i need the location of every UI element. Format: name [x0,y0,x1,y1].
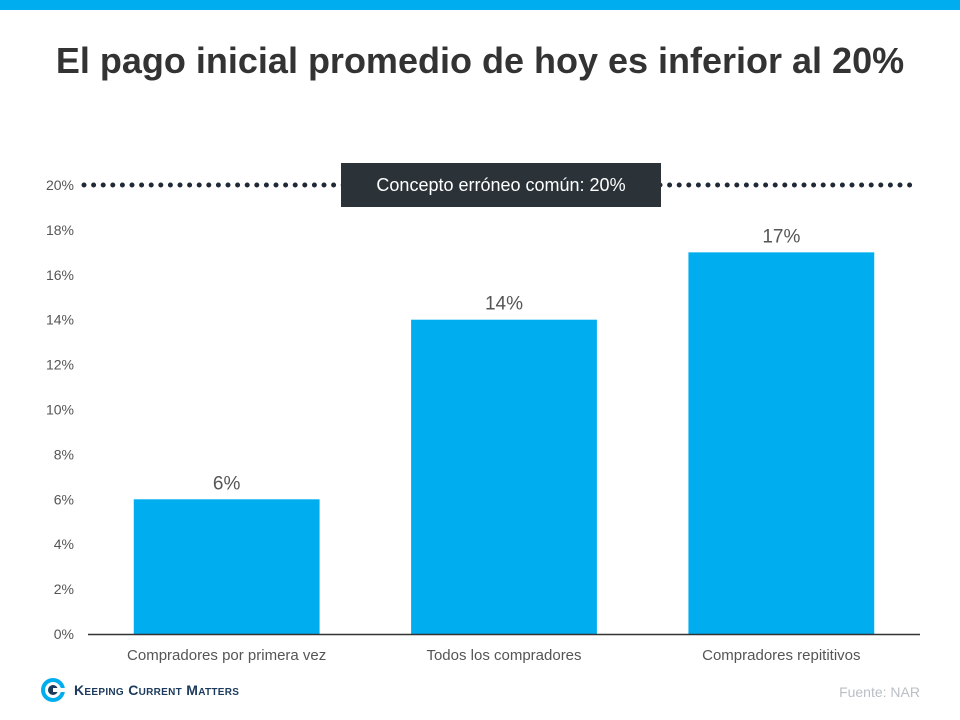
callout-box [341,163,661,207]
kcm-logo-icon [41,678,65,702]
y-tick-label: 8% [54,446,74,462]
y-tick-label: 14% [46,312,74,328]
data-label: 14% [485,294,523,315]
y-tick-label: 18% [46,222,74,238]
y-tick-label: 10% [46,402,74,418]
bar [133,499,320,634]
category-label: Todos los compradores [426,647,581,664]
kcm-logo: Keeping Current Matters [40,676,239,704]
logo-text: Keeping Current Matters [74,682,240,698]
data-label: 6% [213,473,241,494]
y-tick-label: 0% [54,626,74,642]
y-tick-label: 2% [54,581,74,597]
y-tick-label: 4% [54,536,74,552]
callout-label: Concepto erróneo común: 20% [376,175,625,195]
category-label: Compradores repititivos [702,647,860,664]
data-label: 17% [762,226,800,247]
source-note: Fuente: NAR [839,684,920,700]
chart-title: El pago inicial promedio de hoy es infer… [55,40,905,81]
y-tick-label: 20% [46,177,74,193]
bar [411,319,597,634]
y-tick-label: 16% [46,267,74,283]
top-accent-bar [0,0,960,10]
y-tick-label: 6% [54,491,74,507]
y-tick-label: 12% [46,357,74,373]
category-label: Compradores por primera vez [127,647,326,664]
bar [688,252,875,634]
